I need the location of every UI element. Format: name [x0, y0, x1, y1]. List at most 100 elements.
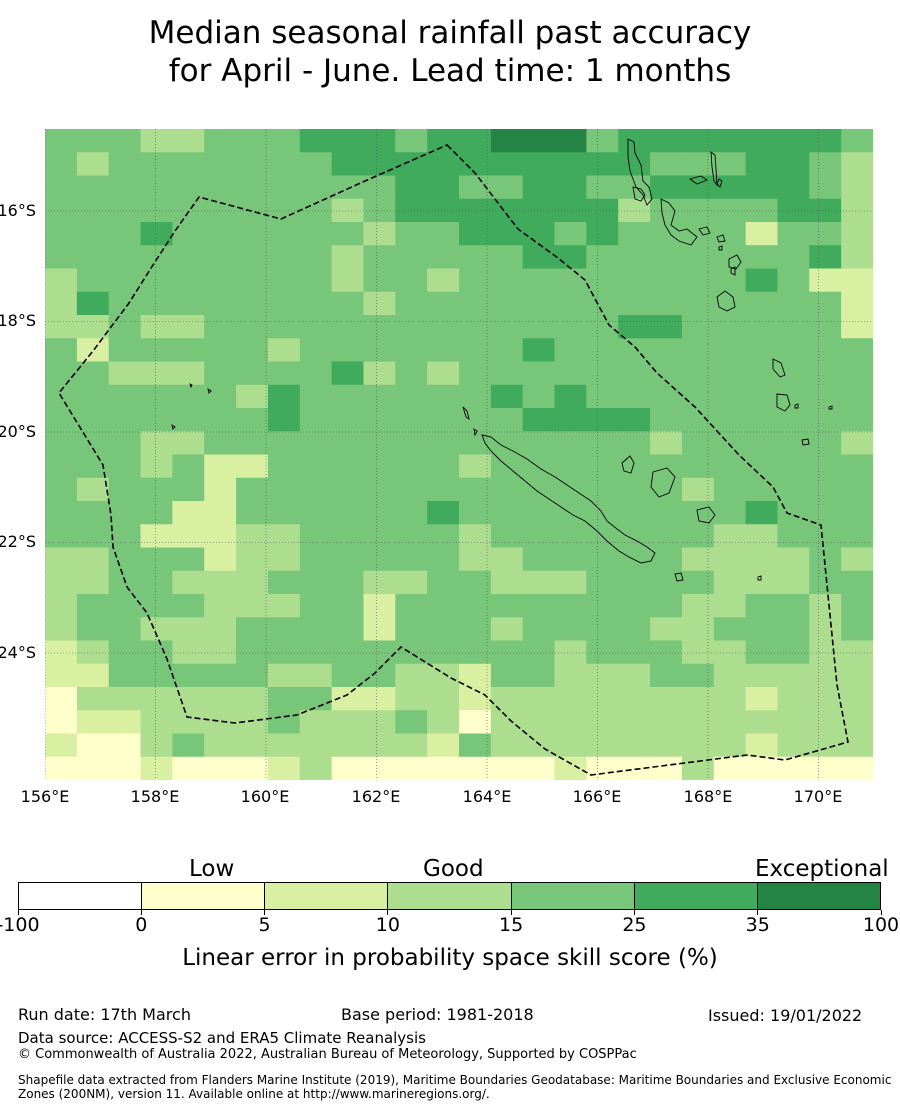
grid-cell [841, 663, 873, 688]
grid-cell [140, 268, 173, 293]
grid-cell [45, 315, 78, 339]
grid-cell [76, 431, 110, 456]
grid-cell [267, 152, 301, 177]
grid-cell [108, 477, 142, 502]
grid-cell [140, 524, 173, 549]
grid-cell [841, 129, 873, 153]
grid-cell [522, 175, 556, 200]
grid-cell [299, 501, 333, 525]
grid-cell [459, 175, 492, 200]
grid-cell [108, 524, 142, 549]
grid-cell [459, 617, 492, 642]
grid-cell [204, 245, 237, 270]
colorbar-tick-mark [880, 910, 882, 915]
grid-cell [427, 710, 460, 735]
coastline-reef-3 [189, 383, 193, 389]
grid-cell [204, 477, 237, 502]
grid-cell [809, 687, 842, 711]
grid-cell [522, 291, 556, 316]
colorbar-segment [511, 883, 635, 909]
grid-cell [681, 524, 715, 549]
grid-cell [45, 524, 78, 549]
grid-cell [108, 594, 142, 618]
grid-cell [777, 547, 810, 572]
colorbar-tick-label: 0 [135, 914, 148, 936]
grid-cell [236, 570, 269, 595]
grid-cell [841, 547, 873, 572]
grid-cell [427, 384, 460, 409]
grid-cell [267, 594, 301, 618]
grid-cell [140, 361, 173, 386]
grid-cell [363, 501, 396, 525]
grid-cell [490, 756, 524, 780]
grid-cell [427, 524, 460, 549]
grid-cell [76, 175, 110, 200]
grid-cell [172, 198, 205, 223]
grid-cell [777, 198, 810, 223]
coastline-tanna [772, 358, 786, 378]
grid-cell [713, 291, 747, 316]
grid-cell [809, 524, 842, 549]
colorbar-tick-label: -100 [0, 914, 40, 936]
grid-cell [650, 756, 683, 780]
grid-cell [713, 245, 747, 270]
grid-cell [713, 384, 747, 409]
grid-cell [172, 245, 205, 270]
grid-cell [586, 361, 619, 386]
grid-cell [745, 431, 779, 456]
grid-cell [267, 315, 301, 339]
grid-cell [586, 570, 619, 595]
lat-label-20s: 20°S [0, 422, 36, 441]
grid-cell [459, 408, 492, 432]
grid-cell [331, 291, 365, 316]
grid-cell [299, 710, 333, 735]
grid-cell [459, 594, 492, 618]
grid-cell [204, 361, 237, 386]
grid-cell [554, 547, 587, 572]
grid-cell [554, 617, 587, 642]
grid-cell [618, 501, 651, 525]
grid-cell [586, 617, 619, 642]
grid-cell [363, 222, 396, 246]
grid-cell [236, 617, 269, 642]
grid-cell [76, 268, 110, 293]
grid-cell [140, 198, 173, 223]
grid-cell [522, 617, 556, 642]
grid-cell [522, 198, 556, 223]
grid-cell [650, 129, 683, 153]
grid-cell [490, 431, 524, 456]
grid-cell [395, 291, 428, 316]
grid-cell [459, 315, 492, 339]
grid-cell [363, 547, 396, 572]
grid-cell [809, 338, 842, 363]
grid-cell [459, 524, 492, 549]
grid-cell [204, 454, 237, 479]
grid-cell [331, 501, 365, 525]
grid-cell [650, 291, 683, 316]
grid-cell [45, 152, 78, 177]
lon-label-168e: 168°E [683, 787, 733, 806]
grid-cell [140, 501, 173, 525]
grid-cell [45, 687, 78, 711]
grid-cell [459, 501, 492, 525]
grid-cell [204, 291, 237, 316]
grid-cell [841, 175, 873, 200]
grid-cell [809, 756, 842, 780]
grid-cell [236, 408, 269, 432]
grid-cell [713, 733, 747, 758]
grid-cell [490, 315, 524, 339]
grid-cell [76, 501, 110, 525]
grid-cell [45, 501, 78, 525]
grid-cell [140, 617, 173, 642]
grid-cell [395, 547, 428, 572]
grid-cell [395, 617, 428, 642]
grid-cell [204, 547, 237, 572]
grid-cell [204, 175, 237, 200]
grid-cell [45, 291, 78, 316]
grid-cell [140, 245, 173, 270]
grid-cell [76, 245, 110, 270]
grid-cell [745, 617, 779, 642]
grid-cell [745, 640, 779, 665]
grid-cell [713, 431, 747, 456]
grid-cell [681, 175, 715, 200]
